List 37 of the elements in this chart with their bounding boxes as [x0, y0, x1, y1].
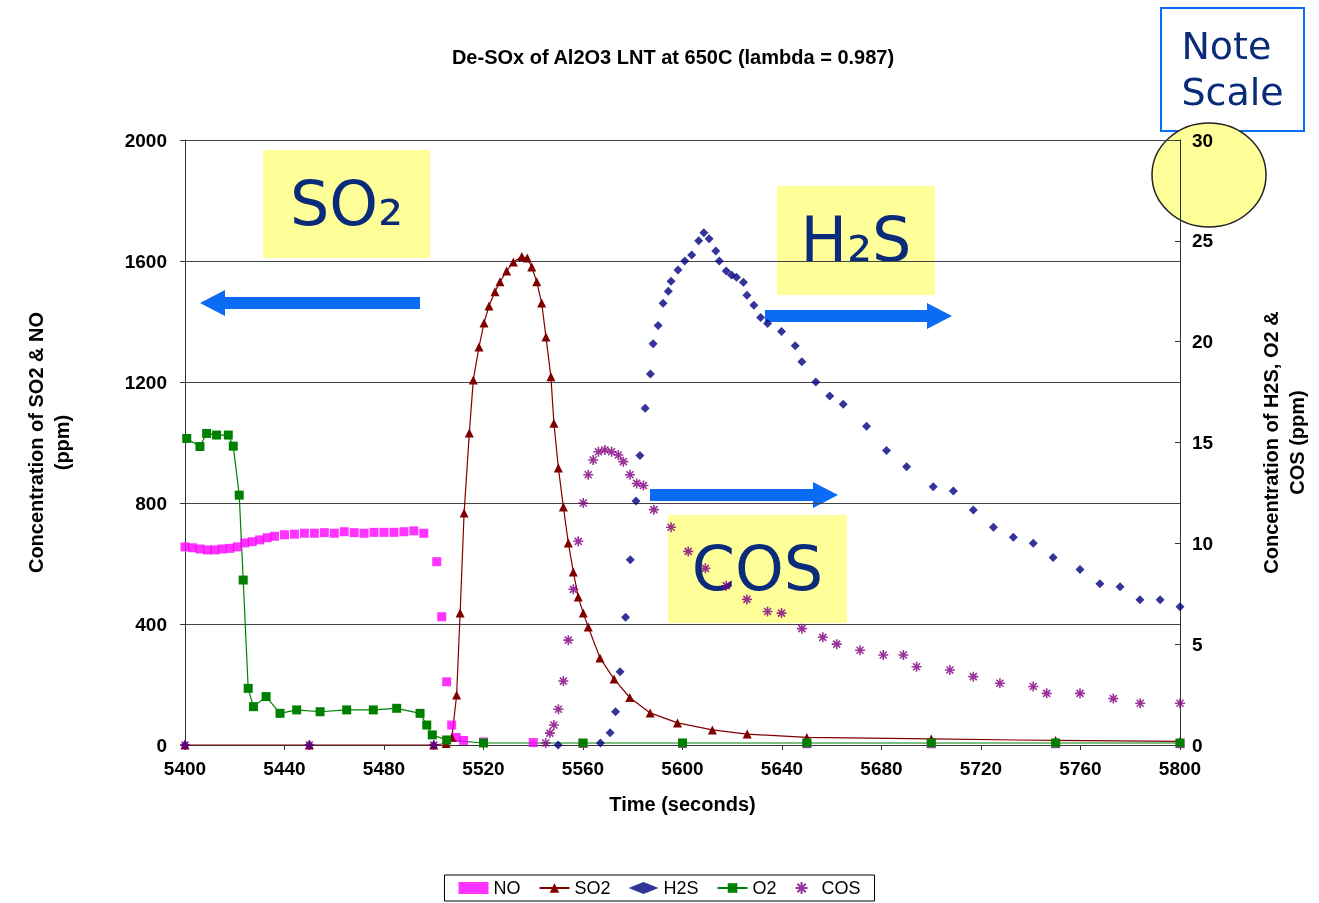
- legend-label: COS: [821, 878, 861, 898]
- y2-tick-label: 5: [1192, 633, 1203, 655]
- y-tick-label: 0: [156, 734, 167, 756]
- x-tick-label: 5800: [1158, 758, 1202, 779]
- y-tick-label: 800: [135, 492, 167, 514]
- y-tick-label: 2000: [124, 129, 167, 151]
- legend-label: O2: [752, 878, 777, 898]
- legend-label: NO: [493, 878, 521, 898]
- x-tick-label: 5520: [462, 758, 505, 779]
- annotation: SO₂: [263, 150, 430, 258]
- chart-title: De-SOx of Al2O3 LNT at 650C (lambda = 0.987): [451, 46, 895, 68]
- x-tick-label: 5680: [860, 758, 903, 779]
- y-tick-label: 1600: [124, 250, 167, 272]
- y-tick-label: 400: [135, 613, 167, 635]
- x-tick-label: 5640: [760, 758, 804, 779]
- y2-tick-label: 25: [1192, 230, 1214, 252]
- legend-label: H2S: [663, 878, 699, 898]
- x-tick-label: 5760: [1059, 758, 1102, 779]
- annotation: COS: [668, 515, 847, 623]
- x-tick-label: 5720: [959, 758, 1003, 779]
- text: Note Scale: [1181, 23, 1284, 114]
- x-tick-label: 5480: [362, 758, 406, 779]
- x-tick-label: 5400: [163, 758, 207, 779]
- annotation: H₂S: [777, 186, 935, 295]
- y2-tick-label: 20: [1192, 331, 1214, 353]
- x-tick-label: 5440: [263, 758, 306, 779]
- y2-axis-title: Concentration of H2S, O2 & COS (ppm): [1260, 311, 1308, 574]
- y-axis-title: Concentration of SO2 & NO (ppm): [25, 311, 73, 574]
- x-tick-label: 5560: [561, 758, 605, 779]
- y2-tick-label: 15: [1192, 432, 1214, 453]
- x-axis-title: Time (seconds): [609, 793, 756, 815]
- y2-tick-label: 30: [1192, 129, 1214, 151]
- y2-tick-label: 0: [1192, 734, 1203, 756]
- y2-tick-label: 10: [1192, 532, 1214, 554]
- legend-label: SO2: [574, 878, 611, 898]
- y-tick-label: 1200: [124, 371, 167, 393]
- x-tick-label: 5600: [661, 758, 704, 779]
